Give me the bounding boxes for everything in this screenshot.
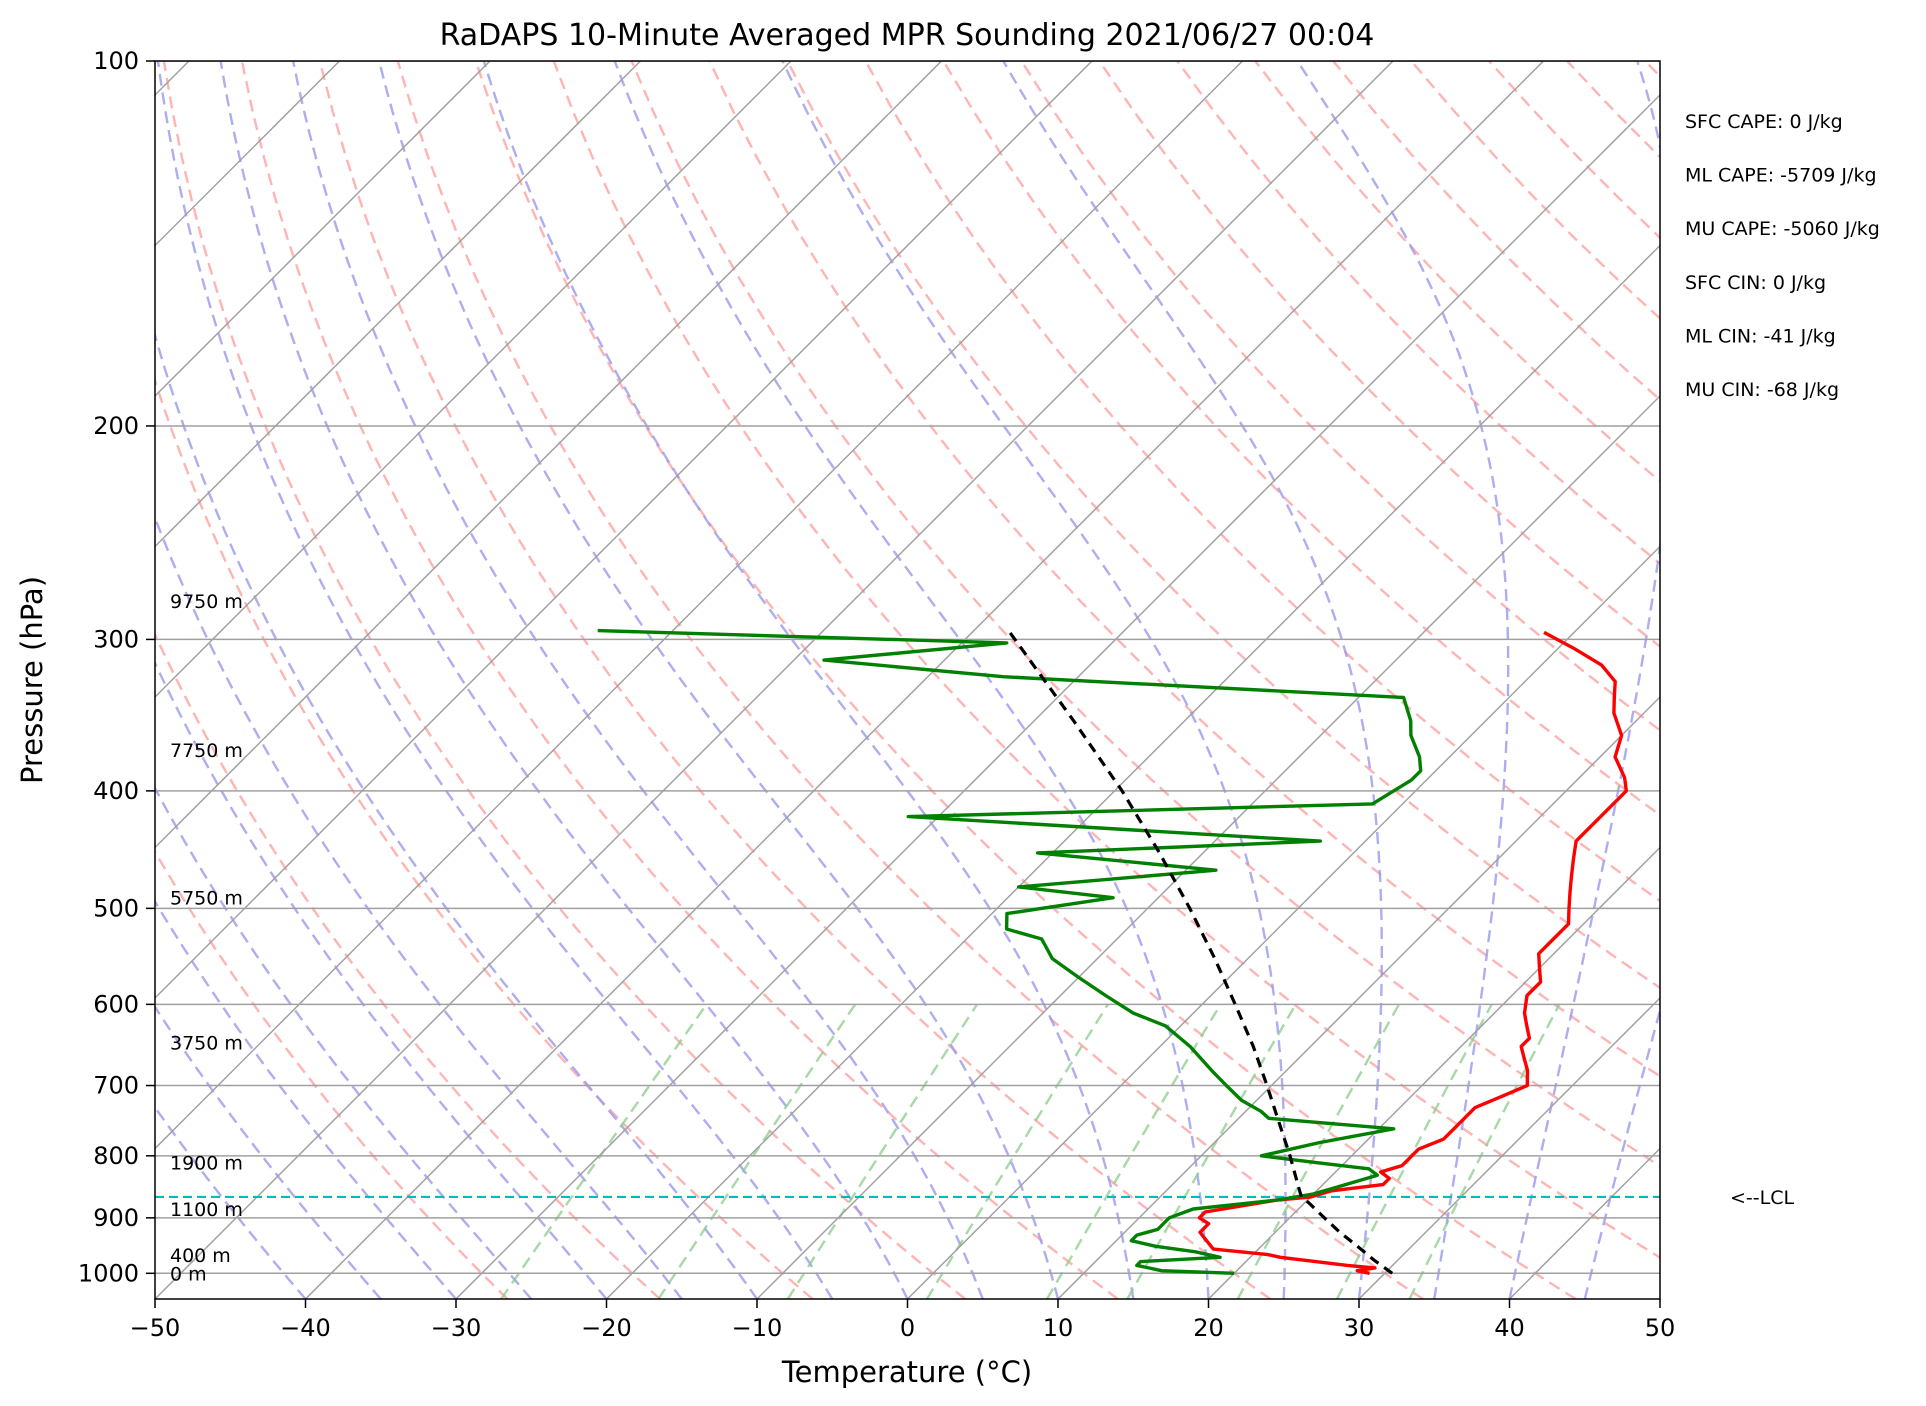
y-tick-label: 900 xyxy=(93,1204,139,1232)
stat-annotation: MU CIN: -68 J/kg xyxy=(1685,379,1839,401)
dry-adiabat xyxy=(474,61,1577,1299)
x-tick-label: −50 xyxy=(130,1314,181,1342)
isotherm-line xyxy=(906,545,1660,1299)
lcl-label: <--LCL xyxy=(1730,1187,1794,1209)
moist-adiabat xyxy=(155,331,758,1299)
dry-adiabat xyxy=(155,377,814,1299)
mixing-ratio-line xyxy=(1335,1003,1493,1299)
x-tick-label: −20 xyxy=(581,1314,632,1342)
moist-adiabat xyxy=(1002,61,1383,1299)
height-label: 1100 m xyxy=(170,1199,243,1221)
x-ticks: −50 −40 −30 −20 −10 0 10 20 30 40 50 xyxy=(130,1299,1676,1342)
mixing-ratio-line xyxy=(1236,1003,1401,1299)
dry-adiabat xyxy=(864,61,1660,903)
x-tick-label: −10 xyxy=(732,1314,783,1342)
dry-adiabat xyxy=(1020,61,1660,732)
x-tick-label: 0 xyxy=(900,1314,915,1342)
isotherm-line xyxy=(155,61,1093,1000)
height-label: 0 m xyxy=(170,1263,207,1285)
y-tick-label: 300 xyxy=(93,625,139,653)
stat-annotation: SFC CAPE: 0 J/kg xyxy=(1685,111,1843,133)
isotherm-line xyxy=(756,394,1660,1299)
y-tick-label: 700 xyxy=(93,1072,139,1100)
height-label: 7750 m xyxy=(170,740,243,762)
height-label: 5750 m xyxy=(170,888,243,910)
isotherm-line xyxy=(1358,996,1660,1299)
mixing-ratio-line xyxy=(1408,1003,1561,1299)
x-tick-label: 20 xyxy=(1193,1314,1224,1342)
dry-adiabat xyxy=(240,61,1119,1299)
isotherm-line xyxy=(1207,846,1660,1299)
stat-annotations: SFC CAPE: 0 J/kg ML CAPE: -5709 J/kg MU CA… xyxy=(1685,111,1880,401)
moist-adiabat xyxy=(155,785,533,1299)
y-tick-label: 1000 xyxy=(78,1259,139,1287)
isotherm-line xyxy=(155,61,491,398)
dry-adiabat xyxy=(786,61,1660,990)
x-tick-label: 50 xyxy=(1645,1314,1676,1342)
moist-adiabat xyxy=(482,61,1135,1299)
moist-adiabat xyxy=(155,899,457,1299)
moist-adiabat xyxy=(155,660,608,1299)
dry-adiabat xyxy=(318,61,1272,1299)
stat-annotation: SFC CIN: 0 J/kg xyxy=(1685,272,1826,294)
stat-annotation: ML CIN: -41 J/kg xyxy=(1685,325,1836,347)
isotherm-line xyxy=(155,61,642,548)
dry-adiabat xyxy=(630,61,1660,1168)
mixing-ratio-line xyxy=(925,1003,1109,1299)
moist-adiabat xyxy=(1296,61,1510,1299)
isotherm-line xyxy=(155,61,792,699)
y-tick-label: 200 xyxy=(93,412,139,440)
moist-adiabat xyxy=(155,514,683,1299)
y-tick-label: 400 xyxy=(93,777,139,805)
chart-title: RaDAPS 10-Minute Averaged MPR Sounding 2… xyxy=(440,18,1375,53)
dry-adiabat xyxy=(552,61,1660,1259)
moist-adiabat xyxy=(156,61,834,1299)
height-label: 9750 m xyxy=(170,591,243,613)
stat-annotation: MU CAPE: -5060 J/kg xyxy=(1685,218,1880,240)
x-tick-label: −30 xyxy=(431,1314,482,1342)
y-axis-label: Pressure (hPa) xyxy=(15,576,49,784)
y-ticks: 100 200 300 400 500 600 700 800 900 1000 xyxy=(78,47,155,1287)
moist-adiabat xyxy=(1508,61,1660,1299)
dry-adiabat xyxy=(396,61,1424,1299)
dry-adiabat xyxy=(1176,61,1660,566)
isotherm-line xyxy=(1057,695,1660,1299)
mixing-ratio-line xyxy=(786,1003,979,1299)
x-axis-label: Temperature (°C) xyxy=(781,1355,1032,1389)
y-tick-label: 500 xyxy=(93,894,139,922)
x-tick-label: 40 xyxy=(1494,1314,1525,1342)
mixing-ratio-line xyxy=(500,1003,708,1299)
y-tick-label: 800 xyxy=(93,1142,139,1170)
x-tick-label: −40 xyxy=(280,1314,331,1342)
mixing-ratio-line xyxy=(657,1003,857,1299)
isotherm-line xyxy=(605,244,1660,1299)
x-tick-label: 30 xyxy=(1344,1314,1375,1342)
height-label: 3750 m xyxy=(170,1032,243,1054)
series-layer xyxy=(597,628,1628,1275)
y-tick-label: 100 xyxy=(93,47,139,75)
temperature-profile xyxy=(1197,630,1628,1275)
isotherm-line xyxy=(304,61,1545,1299)
x-tick-label: 10 xyxy=(1043,1314,1074,1342)
dry-adiabat xyxy=(155,631,661,1299)
y-tick-label: 600 xyxy=(93,990,139,1018)
lcl-layer: <--LCL xyxy=(155,1187,1794,1209)
dewpoint-profile xyxy=(597,628,1423,1275)
mixing-ratio-line xyxy=(1045,1003,1222,1299)
isotherm-line xyxy=(155,61,1244,1150)
moist-adiabat xyxy=(291,61,984,1299)
moist-adiabat xyxy=(219,61,909,1299)
dry-adiabat xyxy=(155,849,509,1299)
stat-annotation: ML CAPE: -5709 J/kg xyxy=(1685,165,1877,187)
moist-adiabat xyxy=(377,61,1060,1299)
height-label: 400 m xyxy=(170,1245,231,1267)
height-label: 1900 m xyxy=(170,1152,243,1174)
isotherm-line xyxy=(155,61,1394,1299)
moist-adiabat xyxy=(781,61,1287,1299)
isotherm-line xyxy=(155,61,943,849)
dry-adiabat xyxy=(1098,61,1660,648)
